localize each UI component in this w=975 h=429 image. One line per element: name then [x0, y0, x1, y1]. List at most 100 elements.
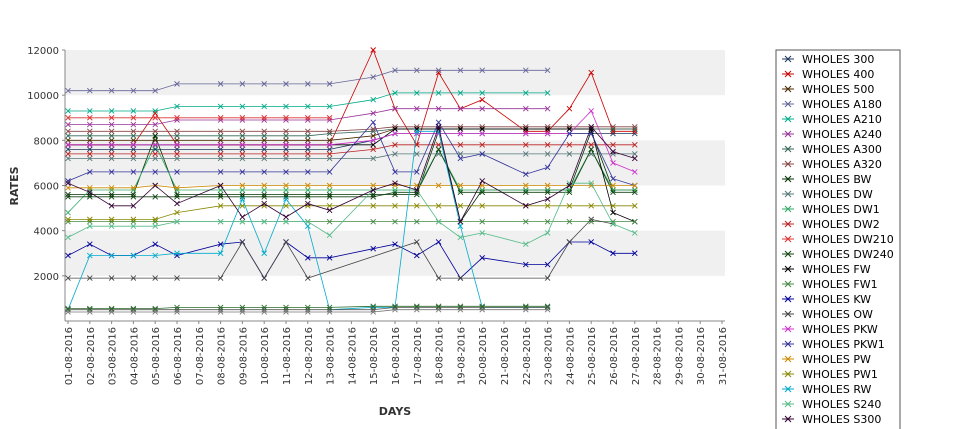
series-line — [68, 110, 635, 173]
data-point — [588, 69, 595, 76]
series-line — [68, 218, 614, 279]
series-11 — [65, 142, 638, 157]
data-point — [283, 193, 289, 200]
data-point — [544, 275, 551, 281]
data-point — [152, 110, 159, 117]
data-point — [588, 128, 595, 135]
data-point — [304, 81, 311, 87]
data-point — [370, 304, 377, 311]
x-tick-label: 16-08-2016 — [391, 327, 402, 385]
data-point — [544, 196, 551, 202]
data-point — [108, 137, 115, 144]
legend-item: WHOLES FW — [782, 263, 871, 276]
data-point — [239, 151, 246, 157]
data-point — [370, 119, 377, 126]
data-point — [479, 105, 486, 112]
data-point — [457, 275, 464, 281]
data-point — [588, 146, 595, 153]
data-point — [457, 304, 464, 311]
data-point — [588, 123, 595, 130]
data-point — [370, 218, 377, 225]
data-point — [326, 203, 333, 209]
data-point — [65, 146, 71, 153]
data-point — [610, 148, 616, 155]
legend: WHOLES 300 WHOLES 400 WHOLES 500 WHOLES A18… — [775, 49, 901, 429]
data-point — [174, 309, 180, 315]
data-point — [65, 151, 71, 157]
data-point — [152, 275, 159, 281]
data-point — [326, 103, 333, 110]
data-point — [65, 178, 71, 184]
data-point — [370, 245, 377, 252]
data-point — [610, 209, 616, 216]
data-point — [174, 81, 180, 87]
x-tick-label: 21-08-2016 — [500, 327, 511, 385]
data-point — [283, 191, 289, 198]
legend-item: WHOLES A180 — [782, 98, 882, 111]
data-point — [392, 123, 398, 130]
series-9 — [65, 151, 638, 162]
legend-item: WHOLES DW — [782, 188, 873, 201]
x-tick-label: 22-08-2016 — [522, 327, 533, 385]
data-point — [326, 155, 333, 162]
data-point — [522, 142, 529, 148]
data-point — [326, 254, 333, 261]
data-point — [217, 151, 224, 157]
data-point — [631, 169, 638, 175]
legend-marker-icon — [784, 205, 792, 213]
data-point — [108, 305, 115, 312]
x-tick-label: 11-08-2016 — [282, 327, 293, 385]
data-point — [130, 142, 137, 148]
data-point — [435, 69, 442, 76]
legend-label: WHOLES A180 — [802, 98, 882, 111]
data-point — [261, 182, 268, 189]
data-point — [130, 128, 137, 135]
data-point — [370, 47, 377, 53]
data-point — [239, 137, 246, 144]
data-point — [261, 218, 268, 225]
data-point — [239, 193, 246, 200]
data-point — [610, 175, 616, 182]
data-point — [261, 155, 268, 162]
data-point — [174, 151, 180, 157]
data-point — [457, 155, 464, 162]
data-point — [370, 96, 377, 103]
data-point — [610, 221, 616, 227]
series-line — [68, 92, 548, 112]
data-point — [152, 182, 159, 189]
legend-box — [775, 49, 901, 429]
data-point — [631, 230, 638, 236]
data-point — [522, 218, 529, 225]
data-point — [610, 189, 616, 196]
series-line — [67, 121, 635, 186]
data-point — [174, 306, 180, 313]
data-point — [326, 182, 333, 189]
data-point — [86, 275, 93, 281]
data-point — [392, 67, 398, 74]
data-point — [239, 169, 246, 175]
data-point — [610, 123, 616, 130]
legend-item: WHOLES FW1 — [782, 278, 878, 291]
data-point — [108, 216, 115, 223]
y-tick-label: 6000 — [34, 182, 59, 193]
data-point — [217, 117, 224, 123]
data-point — [588, 180, 595, 187]
data-point — [86, 218, 93, 225]
data-point — [631, 187, 638, 193]
data-point — [304, 155, 311, 162]
data-point — [435, 203, 442, 209]
data-point — [239, 214, 246, 220]
data-point — [522, 261, 529, 268]
x-tick-label: 10-08-2016 — [260, 327, 271, 385]
data-point — [86, 121, 93, 128]
data-point — [326, 81, 333, 87]
data-point — [65, 193, 71, 200]
data-point — [370, 132, 377, 139]
data-point — [174, 142, 180, 148]
data-point — [457, 90, 464, 96]
series-7 — [65, 123, 638, 135]
data-point — [130, 275, 137, 281]
data-point — [435, 303, 442, 310]
data-point — [435, 239, 442, 245]
data-point — [522, 241, 529, 248]
